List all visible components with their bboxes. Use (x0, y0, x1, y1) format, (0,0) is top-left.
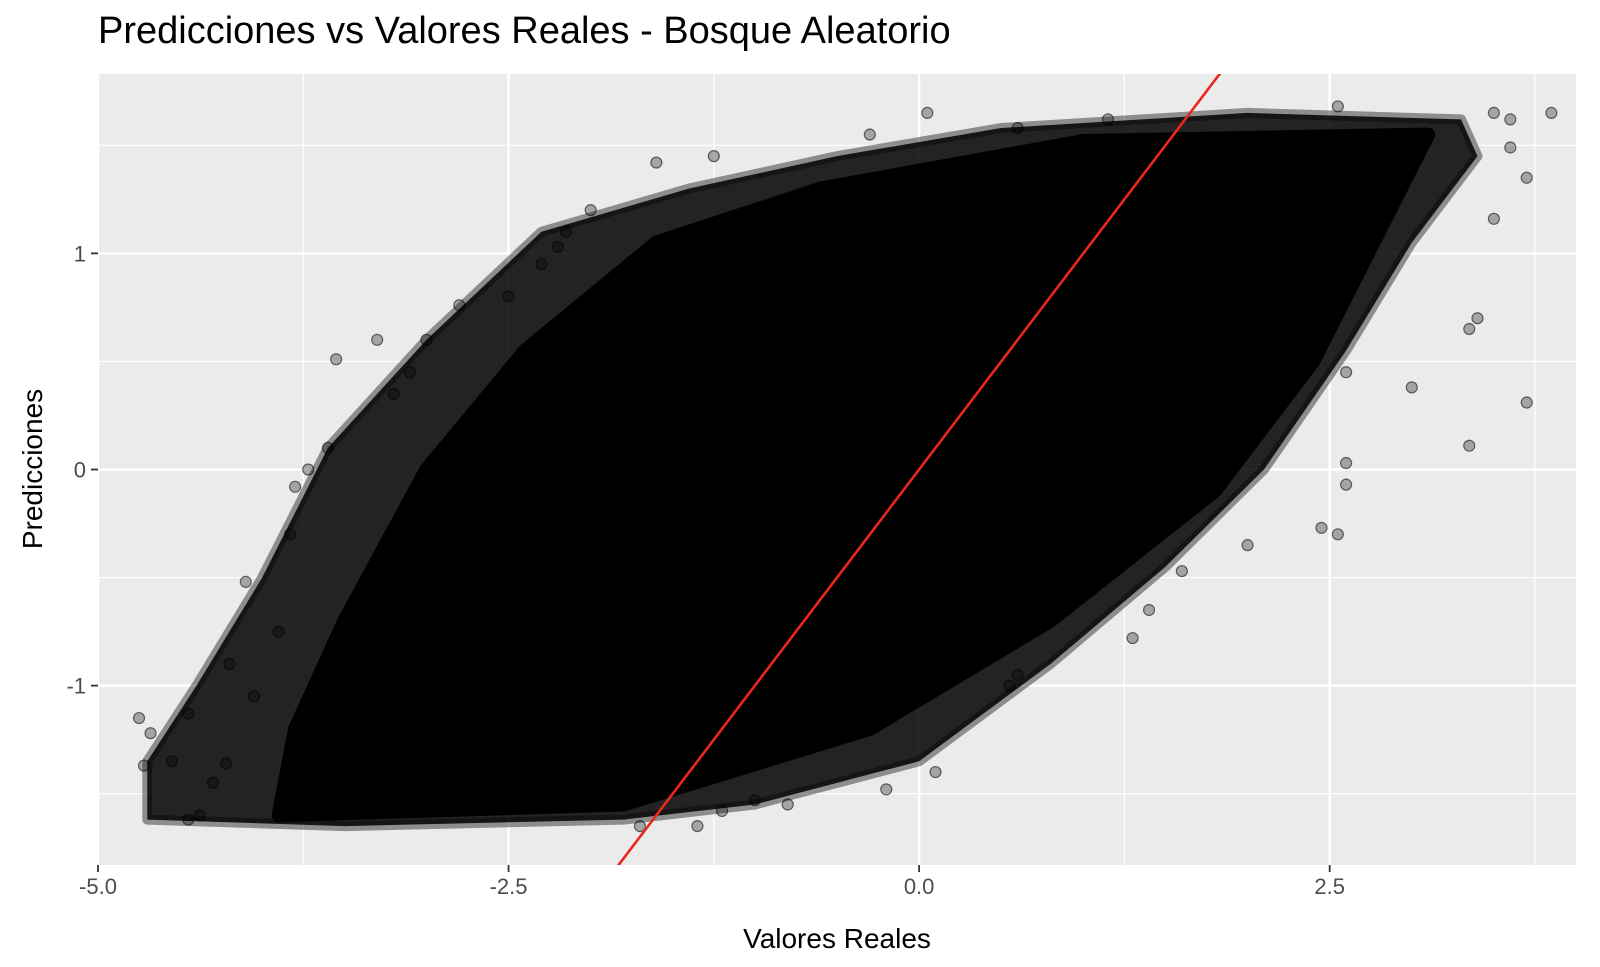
y-tick-label: -1 (66, 674, 86, 699)
data-point (633, 819, 647, 833)
data-point (272, 625, 285, 638)
data-point (219, 757, 233, 770)
data-point (1471, 312, 1484, 325)
y-tick-label: 1 (74, 241, 86, 266)
data-point (715, 804, 729, 818)
data-point (1241, 539, 1254, 552)
data-points (132, 100, 1558, 833)
y-axis-title: Predicciones (17, 389, 48, 549)
data-point (206, 776, 220, 789)
x-tick-label: -2.5 (490, 874, 528, 899)
data-point (1463, 322, 1476, 336)
data-point (165, 755, 178, 768)
data-point (1175, 564, 1188, 578)
chart-title: Predicciones vs Valores Reales - Bosque … (98, 10, 951, 52)
x-tick-label: 0.0 (904, 874, 935, 899)
data-point (223, 657, 236, 671)
data-point (132, 711, 146, 725)
data-point (880, 783, 893, 796)
data-point (1463, 439, 1476, 452)
data-point (535, 258, 548, 271)
dense-point-cloud-core (271, 127, 1436, 823)
x-tick-label: -5.0 (79, 874, 117, 899)
data-point (288, 480, 302, 493)
data-point (144, 727, 157, 740)
data-point (1339, 456, 1353, 470)
data-point (1545, 106, 1558, 120)
data-point (929, 765, 942, 779)
data-point (321, 441, 335, 454)
data-point (1487, 106, 1500, 120)
reference-line (616, 74, 1222, 865)
data-point (1003, 679, 1016, 692)
data-point (1142, 603, 1156, 617)
x-axis-title: Valores Reales (743, 923, 931, 954)
data-point (551, 240, 564, 253)
data-point (1504, 113, 1517, 126)
data-point (403, 366, 417, 379)
data-point (1504, 141, 1517, 154)
data-point (1101, 113, 1115, 126)
data-point (1487, 212, 1500, 225)
data-point (193, 809, 206, 822)
data-point (302, 463, 315, 476)
data-point (781, 798, 794, 811)
data-point (1011, 121, 1024, 135)
data-point (921, 106, 934, 120)
data-point (707, 150, 720, 163)
data-point (1339, 478, 1353, 491)
data-point (284, 528, 297, 541)
reference-line-group (616, 74, 1222, 865)
data-point (1520, 171, 1533, 184)
data-point (1339, 366, 1353, 379)
data-point (1405, 381, 1418, 394)
data-point (182, 813, 195, 826)
x-tick-label: 2.5 (1314, 874, 1345, 899)
data-point (453, 299, 466, 312)
data-point (1011, 668, 1024, 681)
data-point (584, 204, 597, 217)
data-point (650, 156, 663, 169)
data-point (691, 819, 704, 833)
data-point (863, 128, 876, 141)
data-point (330, 353, 343, 366)
y-tick-label: 0 (74, 458, 86, 483)
data-point (559, 225, 573, 238)
data-point (1315, 521, 1328, 534)
data-point (1520, 396, 1533, 409)
data-point (420, 333, 433, 346)
data-point (502, 290, 515, 303)
axes: -5.0 -2.5 0.0 2.5 -1 0 1 (66, 241, 1345, 899)
data-point (247, 690, 261, 703)
data-point (137, 759, 151, 772)
data-point (748, 794, 761, 807)
data-point (1126, 631, 1139, 645)
data-point (1331, 100, 1344, 113)
data-point (239, 575, 252, 588)
data-point (1331, 528, 1344, 541)
data-point (182, 707, 195, 720)
data-point (387, 387, 400, 400)
data-point (371, 333, 384, 346)
